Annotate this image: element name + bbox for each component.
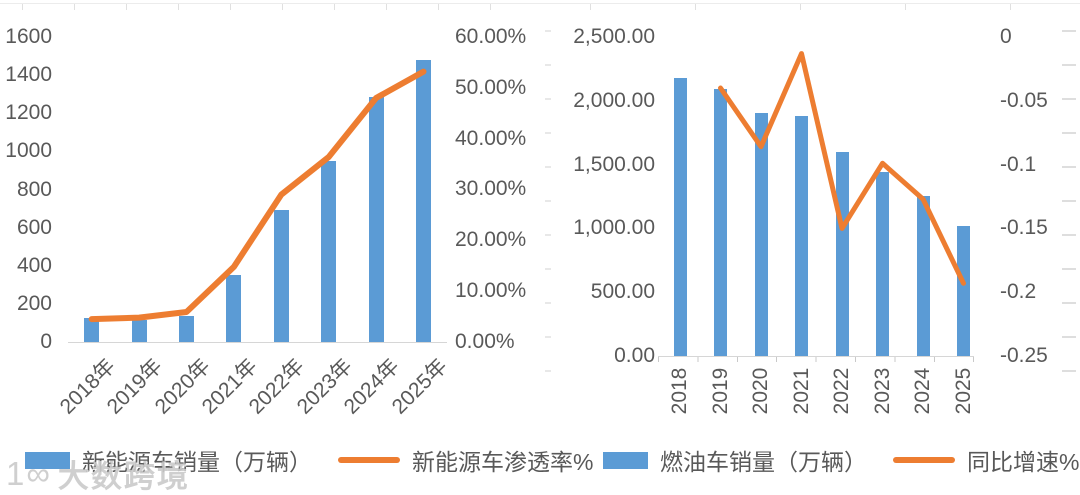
yoy-growth-legend-label: 同比增速% [967, 449, 1080, 475]
fuel-x-tick-label: 2019 [708, 367, 732, 415]
fuel-bar-2021 [795, 116, 808, 356]
nev-penetration-legend-label: 新能源车渗透率% [412, 449, 594, 475]
nev-chart-legend: 新能源车销量（万辆） 新能源车渗透率% [25, 443, 593, 477]
fuel-y-right-tick-label: -0.15 [1000, 216, 1048, 240]
nev-y-right-tick-label: 40.00% [455, 126, 527, 150]
nev-bar-2021年 [226, 275, 242, 342]
nev-y-left-tick-label: 1400 [5, 63, 52, 87]
fuel-y-right-tick-label: 0 [1000, 25, 1012, 48]
nev-y-right-tick-label: 10.00% [455, 279, 527, 303]
fuel-y-left-tick-label: 0.00 [614, 344, 655, 367]
nev-bar-2018年 [84, 318, 100, 342]
fuel-sales-legend-label: 燃油车销量（万辆） [660, 449, 867, 475]
fuel-y-right-tick-label: -0.1 [1000, 152, 1037, 176]
fuel-bar-2024 [916, 195, 930, 356]
nev-x-axis-line [68, 342, 447, 343]
fuel-x-tick-label: 2018 [668, 367, 691, 415]
nev-bar-2023年 [321, 161, 337, 342]
fuel-x-tick-label: 2024 [911, 367, 934, 415]
top-ruler-ticks-right [590, 4, 1070, 10]
fuel-bar-2018 [673, 78, 687, 356]
nev-y-right-tick-label: 30.00% [455, 177, 527, 201]
nev-y-left-tick-label: 600 [16, 215, 52, 239]
fuel-y-right-tick-label: -0.25 [1000, 344, 1048, 367]
top-edge-ruler [0, 3, 1080, 11]
fuel-y-left-tick-label: 2,500.00 [573, 25, 655, 48]
nev-y-right-tick-label: 20.00% [455, 228, 527, 252]
nev-y-left-tick-label: 1600 [5, 25, 52, 48]
fuel-y-left-tick-label: 500.00 [590, 280, 655, 304]
fuel-x-tick-label: 2025 [951, 367, 975, 415]
nev-y-left-tick-label: 400 [16, 253, 52, 277]
nev-bar-2025年 [416, 59, 431, 342]
nev-y-left-tick-label: 200 [16, 291, 52, 315]
dashukuajing-logo-icon: 1∞ [6, 454, 52, 492]
nev-bar-2022年 [273, 210, 289, 342]
fuel-bar-2020 [754, 112, 768, 356]
fuel-y-right-tick-label: -0.05 [1000, 88, 1048, 112]
fuel-x-tick-label: 2021 [789, 367, 813, 415]
nev-y-left-tick-label: 800 [16, 177, 52, 201]
nev-y-left-tick-label: 1000 [5, 139, 52, 163]
nev-bar-2024年 [368, 97, 384, 342]
nev-y-left-tick-label: 1200 [5, 101, 52, 125]
middle-minor-ticks [545, 30, 551, 376]
fuel-y-right-tick-label: -0.2 [1000, 280, 1037, 304]
fuel-y-left-tick-label: 1,500.00 [573, 152, 655, 176]
nev-bar-2020年 [179, 315, 194, 342]
fuel-y-left-tick-label: 2,000.00 [573, 88, 655, 112]
yoy-growth-legend-line [893, 457, 955, 463]
nev-bar-2019年 [131, 319, 147, 342]
watermark: 1∞ 大数跨境 [6, 451, 190, 495]
nev-y-left-tick-label: 0 [40, 330, 52, 353]
top-ruler-ticks-left [22, 4, 542, 10]
nev-y-right-tick-label: 60.00% [455, 25, 527, 48]
nev-penetration-legend-line [338, 457, 400, 463]
fuel-x-tick-label: 2020 [749, 367, 772, 415]
fuel-bar-2022 [835, 151, 849, 356]
fuel-x-axis-line [658, 356, 974, 357]
right-edge-minor-ticks [1062, 30, 1076, 386]
fuel-bar-2023 [876, 172, 889, 356]
fuel-chart-legend: 燃油车销量（万辆） 同比增速% [603, 443, 1079, 477]
watermark-label: 大数跨境 [57, 459, 190, 494]
fuel-sales-legend-swatch [603, 451, 648, 469]
nev-y-right-tick-label: 0.00% [455, 329, 515, 353]
fuel-y-left-tick-label: 1,000.00 [573, 216, 655, 240]
nev-sales-legend-label: 新能源车销量（万辆） [82, 449, 312, 475]
fuel-bar-2019 [714, 88, 727, 356]
fuel-x-tick-label: 2022 [830, 367, 853, 415]
fuel-x-tick-label: 2023 [870, 367, 894, 415]
fuel-x-axis-tickmarks [658, 357, 975, 362]
fuel-bar-2025 [957, 226, 970, 356]
nev-sales-legend-swatch [25, 451, 70, 469]
nev-y-right-tick-label: 50.00% [455, 75, 527, 99]
